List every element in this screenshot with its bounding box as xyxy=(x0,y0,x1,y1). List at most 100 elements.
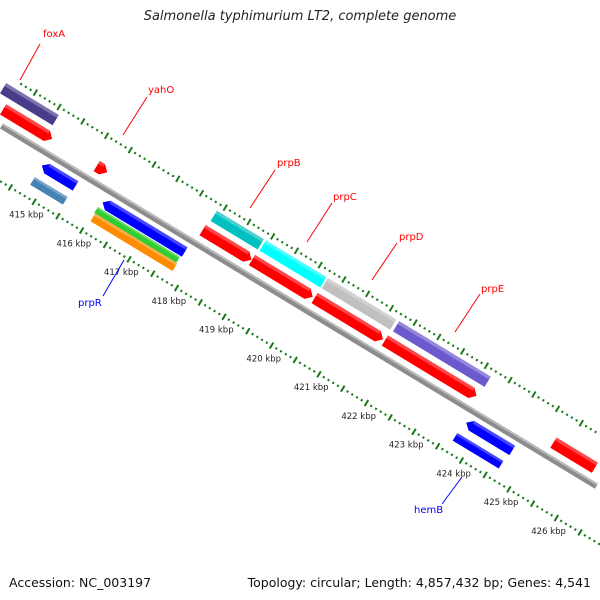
gene-label-prpB[interactable]: prpB xyxy=(277,158,301,169)
gene-arrow-body[interactable] xyxy=(381,335,480,401)
gene-feature[interactable] xyxy=(463,418,516,456)
gene-feature[interactable] xyxy=(452,432,504,469)
gene-arrow-body[interactable] xyxy=(0,83,59,126)
outer-minor-tick xyxy=(157,165,161,169)
gene-feature[interactable] xyxy=(550,437,598,473)
outer-minor-tick xyxy=(399,312,403,316)
inner-minor-tick xyxy=(65,220,69,224)
inner-minor-tick xyxy=(118,252,122,256)
gene-label-prpR[interactable]: prpR xyxy=(78,298,102,309)
inner-minor-tick xyxy=(346,390,349,394)
inner-minor-tick xyxy=(516,493,520,497)
gene-label-leader-line xyxy=(122,96,148,136)
gene-feature[interactable] xyxy=(321,278,397,330)
outer-minor-tick xyxy=(19,82,23,86)
outer-minor-tick xyxy=(133,151,137,155)
gene-arrow-body[interactable] xyxy=(90,213,178,272)
gene-feature[interactable] xyxy=(90,213,178,272)
outer-minor-tick xyxy=(380,301,384,304)
gene-arrow-body[interactable] xyxy=(94,207,180,263)
gene-arrow-highlight xyxy=(33,177,68,200)
gene-arrow-body[interactable] xyxy=(259,240,327,288)
outer-major-tick xyxy=(459,347,466,355)
gene-arrow-body[interactable] xyxy=(463,418,516,456)
gene-feature[interactable] xyxy=(94,207,180,263)
inner-major-tick xyxy=(173,284,180,292)
gene-feature[interactable] xyxy=(259,240,327,288)
inner-minor-tick xyxy=(61,217,65,221)
inner-minor-tick xyxy=(431,441,435,445)
inner-minor-tick xyxy=(327,378,330,382)
outer-minor-tick xyxy=(371,295,374,299)
gene-label-prpD[interactable]: prpD xyxy=(399,232,424,243)
gene-arrow-highlight xyxy=(472,420,516,449)
gene-arrow-highlight xyxy=(4,104,51,134)
gene-feature[interactable] xyxy=(100,198,188,257)
gene-feature[interactable] xyxy=(199,225,254,265)
gene-label-prpE[interactable]: prpE xyxy=(481,284,504,295)
inner-minor-tick xyxy=(18,191,22,195)
gene-arrow-body[interactable] xyxy=(30,177,68,205)
gene-label-hemB[interactable]: hemB xyxy=(414,505,443,516)
gene-arrow-body[interactable] xyxy=(248,254,316,302)
gene-feature[interactable] xyxy=(381,335,480,401)
inner-minor-tick xyxy=(27,197,31,201)
inner-minor-tick xyxy=(255,335,259,339)
outer-major-tick xyxy=(578,419,584,427)
gene-arrow-highlight xyxy=(264,240,327,280)
gene-feature[interactable] xyxy=(311,292,386,345)
gene-feature[interactable] xyxy=(30,177,68,205)
inner-major-tick xyxy=(577,528,583,536)
gene-label-yahO[interactable]: yahO xyxy=(148,85,174,96)
gene-arrow-highlight xyxy=(93,213,178,266)
inner-minor-tick xyxy=(227,318,231,322)
outer-minor-tick xyxy=(337,275,341,279)
accession-text: Accession: NC_003197 xyxy=(9,575,152,590)
inner-minor-tick xyxy=(70,223,74,227)
gene-feature[interactable] xyxy=(39,161,79,191)
gene-label-foxA[interactable]: foxA xyxy=(43,29,65,40)
outer-minor-tick xyxy=(446,341,450,345)
outer-minor-tick xyxy=(456,347,460,350)
inner-minor-tick xyxy=(279,349,283,353)
gene-feature[interactable] xyxy=(93,160,111,178)
inner-minor-tick xyxy=(569,525,573,529)
gene-arrow-body[interactable] xyxy=(93,160,111,178)
outer-minor-tick xyxy=(48,99,52,103)
gene-feature[interactable] xyxy=(248,254,316,302)
gene-arrow-body[interactable] xyxy=(100,198,188,257)
outer-major-tick xyxy=(246,218,252,226)
inner-minor-tick xyxy=(312,369,316,373)
gene-feature[interactable] xyxy=(0,83,59,126)
gene-feature[interactable] xyxy=(210,210,264,250)
outer-minor-tick xyxy=(347,280,351,284)
tick-label: 422 kbp xyxy=(341,412,376,422)
inner-minor-tick xyxy=(170,283,174,287)
inner-minor-tick xyxy=(141,266,145,270)
gene-arrow-body[interactable] xyxy=(210,210,264,250)
gene-arrow-highlight xyxy=(203,225,250,255)
gene-arrow-body[interactable] xyxy=(311,292,386,345)
gene-label-prpC[interactable]: prpC xyxy=(333,192,357,203)
gene-arrow-body[interactable] xyxy=(199,225,254,265)
gene-arrow-body[interactable] xyxy=(321,278,397,330)
gene-arrow-body[interactable] xyxy=(452,432,504,469)
gene-arrow-body[interactable] xyxy=(0,104,55,144)
outer-minor-tick xyxy=(451,344,455,348)
gene-arrow-body[interactable] xyxy=(550,437,598,473)
gene-arrow-body[interactable] xyxy=(392,321,491,387)
outer-minor-tick xyxy=(537,395,541,399)
gene-arrow-highlight xyxy=(98,160,106,167)
inner-minor-tick xyxy=(540,507,544,511)
inner-minor-tick xyxy=(407,427,411,431)
gene-feature[interactable] xyxy=(392,321,491,387)
outer-minor-tick xyxy=(119,142,123,146)
gene-feature[interactable] xyxy=(0,104,55,144)
inner-minor-tick xyxy=(355,395,359,399)
inner-minor-tick xyxy=(379,410,383,414)
outer-minor-tick xyxy=(465,352,469,356)
inner-minor-tick xyxy=(573,528,577,532)
gene-arrow-body[interactable] xyxy=(39,161,79,191)
inner-major-tick xyxy=(316,370,322,378)
